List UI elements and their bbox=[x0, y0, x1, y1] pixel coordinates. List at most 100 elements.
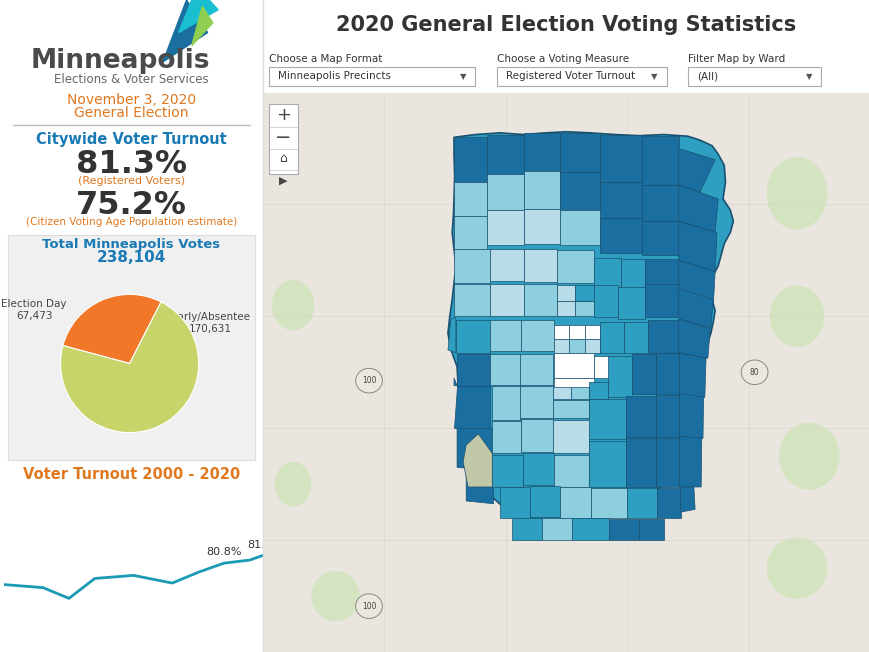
Bar bbox=[456, 355, 490, 386]
Text: ▶: ▶ bbox=[279, 176, 288, 186]
Bar bbox=[554, 325, 568, 339]
Text: Minneapolis Precincts: Minneapolis Precincts bbox=[277, 71, 390, 82]
Bar bbox=[519, 386, 553, 418]
Bar bbox=[523, 171, 560, 209]
Polygon shape bbox=[456, 428, 492, 470]
Bar bbox=[589, 399, 625, 439]
Text: 100: 100 bbox=[362, 376, 375, 385]
Bar bbox=[553, 387, 571, 399]
Bar bbox=[529, 486, 560, 516]
Polygon shape bbox=[191, 7, 213, 46]
Bar bbox=[455, 320, 490, 353]
Bar bbox=[574, 285, 593, 301]
Text: Choose a Map Format: Choose a Map Format bbox=[269, 53, 381, 64]
FancyBboxPatch shape bbox=[8, 235, 255, 460]
Bar bbox=[521, 320, 554, 351]
Bar bbox=[490, 320, 521, 351]
Bar bbox=[557, 285, 574, 301]
Circle shape bbox=[355, 368, 382, 393]
Bar bbox=[490, 355, 519, 385]
FancyBboxPatch shape bbox=[269, 104, 297, 173]
Bar bbox=[492, 421, 521, 453]
Bar bbox=[620, 259, 645, 291]
Polygon shape bbox=[466, 470, 493, 504]
Text: November 3, 2020: November 3, 2020 bbox=[67, 93, 196, 107]
Bar bbox=[554, 353, 593, 378]
Bar bbox=[554, 454, 589, 487]
Ellipse shape bbox=[766, 157, 826, 230]
FancyBboxPatch shape bbox=[687, 67, 820, 86]
Polygon shape bbox=[678, 319, 709, 359]
Bar bbox=[645, 259, 678, 291]
Text: ▼: ▼ bbox=[650, 72, 657, 81]
Ellipse shape bbox=[311, 571, 360, 621]
Bar bbox=[490, 248, 523, 281]
Bar bbox=[617, 287, 645, 319]
Bar bbox=[487, 173, 523, 210]
Polygon shape bbox=[462, 434, 492, 487]
Polygon shape bbox=[679, 394, 703, 438]
Text: Registered Voter Turnout: Registered Voter Turnout bbox=[505, 71, 634, 82]
Text: Citywide Voter Turnout: Citywide Voter Turnout bbox=[36, 132, 227, 147]
Circle shape bbox=[740, 360, 767, 385]
Bar bbox=[641, 136, 678, 185]
Text: Minneapolis: Minneapolis bbox=[31, 48, 210, 74]
Bar bbox=[454, 249, 490, 283]
Bar bbox=[639, 519, 663, 540]
Bar bbox=[454, 138, 487, 182]
Bar bbox=[492, 386, 519, 420]
Ellipse shape bbox=[275, 462, 311, 507]
Bar bbox=[553, 420, 589, 453]
Text: ▼: ▼ bbox=[805, 72, 812, 81]
Polygon shape bbox=[678, 260, 714, 305]
Bar bbox=[553, 400, 589, 418]
Bar bbox=[647, 320, 678, 353]
Bar bbox=[522, 453, 554, 485]
Text: (Registered Voters): (Registered Voters) bbox=[77, 176, 185, 186]
Bar bbox=[599, 182, 641, 218]
Bar bbox=[574, 301, 593, 316]
Circle shape bbox=[355, 594, 382, 619]
Text: Choose a Voting Measure: Choose a Voting Measure bbox=[496, 53, 628, 64]
Polygon shape bbox=[178, 0, 218, 33]
Bar bbox=[589, 382, 607, 399]
Bar bbox=[560, 133, 599, 172]
Bar bbox=[511, 518, 541, 540]
Bar bbox=[521, 419, 553, 452]
Bar bbox=[523, 284, 557, 316]
Bar bbox=[523, 249, 557, 282]
Polygon shape bbox=[448, 318, 455, 353]
Bar bbox=[623, 322, 647, 353]
Bar bbox=[590, 488, 627, 518]
Bar bbox=[487, 210, 523, 244]
Polygon shape bbox=[679, 437, 701, 487]
Text: Election Day
67,473: Election Day 67,473 bbox=[2, 299, 67, 321]
Bar bbox=[519, 355, 553, 385]
Polygon shape bbox=[678, 149, 714, 192]
Bar bbox=[589, 441, 625, 487]
Text: General Election: General Election bbox=[74, 106, 189, 121]
Bar bbox=[560, 172, 599, 210]
Bar bbox=[593, 258, 620, 289]
Bar bbox=[655, 437, 679, 487]
Ellipse shape bbox=[271, 280, 314, 331]
FancyBboxPatch shape bbox=[269, 67, 474, 86]
Bar bbox=[523, 209, 560, 244]
Bar bbox=[608, 519, 639, 540]
Text: 75.2%: 75.2% bbox=[76, 190, 187, 221]
Bar bbox=[568, 339, 584, 353]
Bar bbox=[641, 221, 678, 255]
Text: 100: 100 bbox=[362, 602, 375, 611]
Text: 2020 General Election Voting Statistics: 2020 General Election Voting Statistics bbox=[335, 16, 796, 35]
Polygon shape bbox=[680, 487, 694, 512]
Bar bbox=[523, 133, 560, 171]
Bar bbox=[645, 284, 678, 318]
Bar bbox=[599, 322, 623, 353]
Bar bbox=[490, 284, 523, 316]
Bar bbox=[572, 518, 608, 540]
Bar bbox=[655, 394, 679, 437]
Text: ▼: ▼ bbox=[460, 72, 466, 81]
Text: 80.8%: 80.8% bbox=[206, 548, 242, 557]
Bar bbox=[625, 437, 655, 487]
Ellipse shape bbox=[766, 537, 826, 599]
